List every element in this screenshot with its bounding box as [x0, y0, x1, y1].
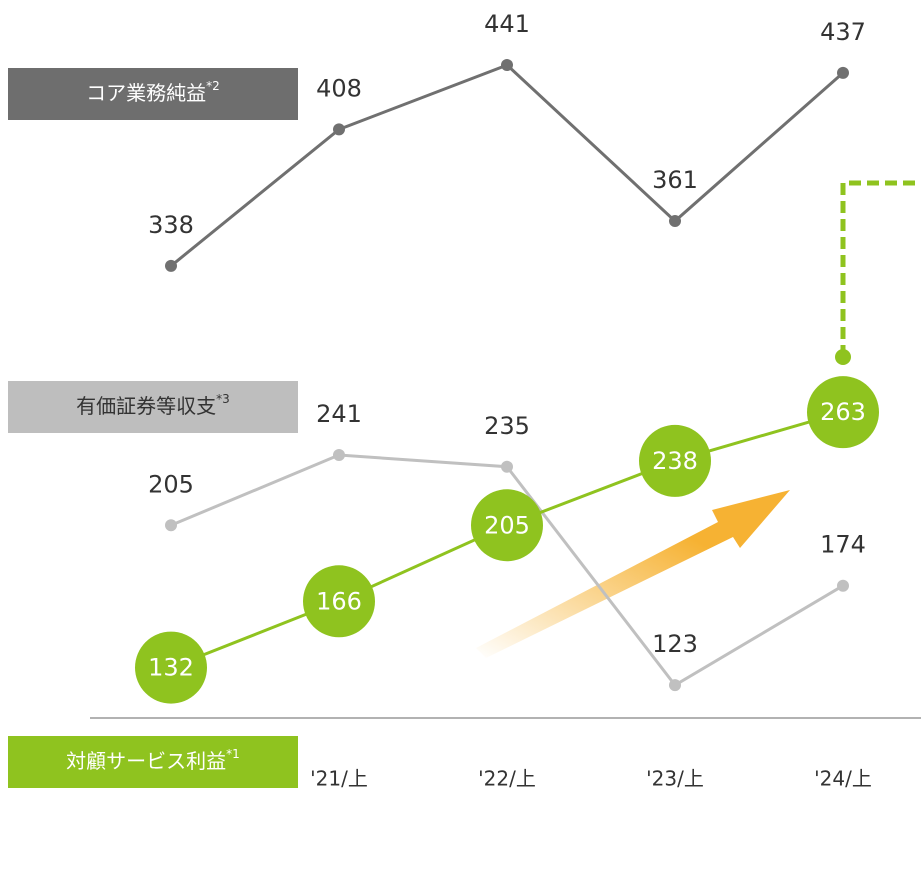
- legend-footnote: *1: [226, 747, 240, 761]
- data-point: [807, 376, 879, 449]
- data-label: 441: [484, 10, 530, 38]
- legend-footnote: *2: [206, 79, 220, 93]
- legend-label: コア業務純益*2: [86, 79, 220, 105]
- legend-name: コア業務純益: [86, 81, 206, 105]
- data-label: 437: [820, 18, 866, 46]
- legend-name: 対顧サービス利益: [66, 749, 226, 773]
- data-label: 235: [484, 412, 530, 440]
- data-point: [471, 489, 543, 562]
- data-label: 132: [148, 654, 194, 682]
- data-point: [333, 123, 345, 136]
- data-point: [639, 424, 711, 497]
- data-label: 238: [652, 447, 698, 475]
- data-label: 174: [820, 531, 866, 559]
- data-point: [165, 259, 177, 272]
- data-label: 205: [148, 470, 194, 498]
- legend-label: 有価証券等収支*3: [76, 392, 230, 418]
- x-tick-label: '21/上: [310, 767, 368, 791]
- data-point: [135, 631, 207, 704]
- data-point: [303, 565, 375, 638]
- data-point: [165, 519, 177, 532]
- legend-name: 有価証券等収支: [76, 394, 216, 418]
- legend-box: [8, 736, 298, 788]
- data-point: [837, 579, 849, 592]
- data-point: [669, 215, 681, 228]
- x-tick-label: '22/上: [478, 767, 536, 791]
- data-label: 408: [316, 74, 362, 102]
- data-label: 123: [652, 630, 698, 658]
- data-point: [837, 66, 849, 79]
- legend-footnote: *3: [216, 392, 230, 406]
- x-tick-label: '23/上: [646, 767, 704, 791]
- data-point: [333, 449, 345, 462]
- data-label: 361: [652, 166, 698, 194]
- data-point: [501, 460, 513, 473]
- legend-box: [8, 68, 298, 120]
- connector-dot: [835, 349, 851, 365]
- trend-arrow: [476, 490, 790, 658]
- data-label: 241: [316, 400, 362, 428]
- legend-box: [8, 381, 298, 433]
- data-label: 205: [484, 511, 530, 539]
- data-label: 263: [820, 398, 866, 426]
- data-point: [669, 679, 681, 692]
- x-tick-label: '24/上: [814, 767, 872, 791]
- connector: [840, 180, 921, 357]
- data-label: 166: [316, 587, 362, 615]
- data-point: [501, 59, 513, 72]
- legend-label: 対顧サービス利益*1: [66, 747, 240, 773]
- data-label: 338: [148, 211, 194, 239]
